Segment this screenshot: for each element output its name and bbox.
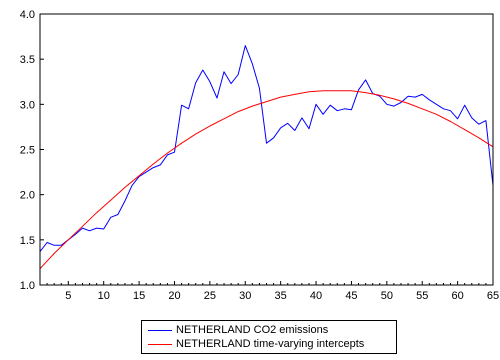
- y-axis: 1.0 1.5 2.0 2.5 3.0 3.5 4.0: [20, 9, 44, 292]
- plot-frame: [39, 13, 494, 286]
- x-tick-label: 25: [204, 290, 216, 300]
- y-tick-label: 4.0: [20, 9, 35, 21]
- legend-label-co2: NETHERLAND CO2 emissions: [176, 324, 329, 336]
- legend-item-co2: NETHERLAND CO2 emissions: [142, 323, 396, 337]
- y-tick-label: 2.5: [20, 145, 35, 157]
- series-layer: [39, 45, 494, 270]
- x-tick-label: 60: [451, 290, 463, 300]
- x-tick-label: 20: [168, 290, 180, 300]
- x-tick-label: 15: [133, 290, 145, 300]
- legend-label-intercepts: NETHERLAND time-varying intercepts: [176, 338, 365, 350]
- y-tick-label: 3.5: [20, 54, 35, 66]
- x-tick-label: 50: [381, 290, 393, 300]
- y-tick-label: 3.0: [20, 99, 35, 111]
- x-axis: 5 10 15 20 25 30 35 40 45 50 55 60 65: [39, 281, 499, 300]
- x-tick-label: 30: [239, 290, 251, 300]
- x-tick-label: 5: [65, 290, 71, 300]
- legend-swatch-co2: [148, 330, 172, 331]
- series-line-co2-emissions: [39, 45, 494, 252]
- x-tick-label: 45: [345, 290, 357, 300]
- x-tick-label: 55: [416, 290, 428, 300]
- legend: NETHERLAND CO2 emissions NETHERLAND time…: [141, 320, 397, 354]
- x-tick-label: 10: [98, 290, 110, 300]
- series-line-time-varying-intercepts: [39, 90, 494, 270]
- legend-swatch-intercepts: [148, 344, 172, 345]
- legend-item-intercepts: NETHERLAND time-varying intercepts: [142, 337, 396, 351]
- y-tick-label: 1.5: [20, 235, 35, 247]
- x-tick-label: 35: [275, 290, 287, 300]
- x-tick-label: 40: [310, 290, 322, 300]
- y-tick-label: 2.0: [20, 190, 35, 202]
- line-chart: 1.01.52.02.53.03.54.0 5 10 15 20 25 30 35 40 45 5…: [20, 9, 499, 300]
- x-tick-label: 65: [487, 290, 499, 300]
- y-tick-label: 1.0: [20, 280, 35, 292]
